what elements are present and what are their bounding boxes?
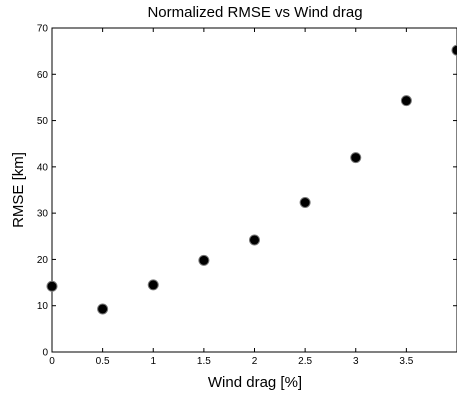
y-tick-label: 40 (37, 162, 49, 173)
data-point (451, 44, 457, 56)
data-point (147, 279, 159, 291)
y-tick-label: 0 (42, 348, 48, 359)
x-tick-label: 0.5 (96, 356, 110, 367)
x-tick-label: 3 (353, 356, 359, 367)
data-points (46, 44, 457, 315)
y-tick-label: 50 (37, 116, 49, 127)
y-tick-label: 10 (37, 301, 49, 312)
data-point (198, 254, 210, 266)
x-tick-label: 2.5 (298, 356, 312, 367)
y-tick-label: 20 (37, 255, 49, 266)
y-tick-label: 30 (37, 209, 49, 220)
y-tick-label: 70 (37, 24, 49, 35)
data-point (97, 303, 109, 315)
x-tick-label: 3.5 (399, 356, 413, 367)
x-tick-label: 1 (150, 356, 156, 367)
y-axis-label: RMSE [km] (10, 152, 27, 228)
x-tick-label: 0 (49, 356, 55, 367)
x-axis-label: Wind drag [%] (208, 374, 302, 391)
x-tick-label: 2 (252, 356, 258, 367)
plot-frame (51, 27, 457, 353)
data-point (249, 234, 260, 246)
data-point (400, 95, 412, 107)
data-point (299, 196, 311, 208)
chart-title: Normalized RMSE vs Wind drag (147, 4, 362, 21)
y-axis: 0 10 20 30 40 50 60 70 (37, 24, 457, 359)
data-point (46, 280, 58, 292)
y-tick-label: 60 (37, 70, 49, 81)
data-point (350, 152, 362, 164)
x-axis: 0 0.5 1 1.5 2 2.5 3 3.5 (49, 28, 414, 367)
x-tick-label: 1.5 (197, 356, 211, 367)
